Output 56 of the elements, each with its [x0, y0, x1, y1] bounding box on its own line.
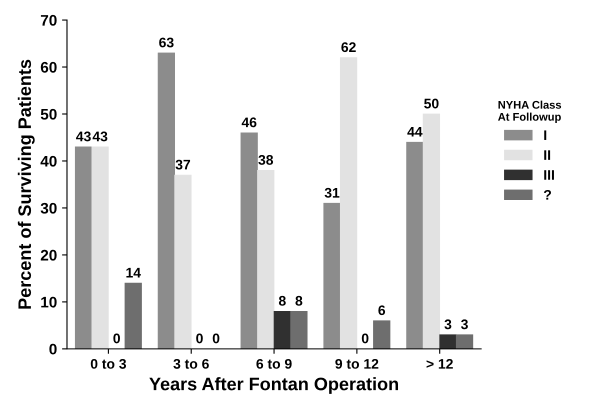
- x-axis-title: Years After Fontan Operation: [149, 377, 398, 394]
- legend-label: ?: [544, 190, 551, 200]
- data-label: 0: [113, 334, 120, 344]
- y-tick-label: 60: [40, 62, 57, 73]
- data-label: 62: [341, 42, 356, 52]
- data-label: 0: [212, 334, 220, 344]
- bar: [74, 146, 92, 349]
- legend-label: II: [544, 150, 550, 160]
- bar: [91, 146, 109, 349]
- x-tick-label: > 12: [426, 358, 453, 369]
- bar: [158, 52, 176, 349]
- data-label: 43: [92, 132, 108, 142]
- data-label: 44: [407, 126, 422, 137]
- data-label: 8: [295, 296, 302, 306]
- data-label: 37: [176, 160, 190, 170]
- y-axis-title: Percent of Surviving Patients: [18, 60, 35, 309]
- bar: [323, 202, 341, 349]
- y-tick-label: 50: [40, 108, 57, 120]
- bar: [373, 320, 390, 349]
- legend-title: NYHA Class At Followup: [498, 100, 562, 123]
- data-label: 3: [461, 319, 468, 330]
- x-tick-label: 6 to 9: [256, 358, 292, 369]
- data-label: 46: [242, 117, 256, 128]
- bar: [274, 310, 291, 349]
- bar: [456, 334, 474, 349]
- bar: [422, 114, 440, 349]
- bar: [439, 334, 457, 349]
- data-label: 14: [126, 268, 141, 278]
- bar: [406, 142, 424, 349]
- x-tick-label: 3 to 6: [173, 358, 209, 369]
- y-tick-label: 40: [40, 156, 57, 167]
- data-label: 50: [424, 98, 439, 108]
- y-tick-label: 30: [40, 202, 57, 214]
- data-label: 8: [278, 296, 286, 306]
- bar: [290, 310, 308, 349]
- x-tick-label: 0 to 3: [90, 358, 126, 369]
- bar: [340, 57, 358, 349]
- data-label: 0: [362, 334, 368, 344]
- legend-label: I: [544, 130, 546, 140]
- bar: [240, 132, 258, 349]
- x-tick-label: 9 to 12: [335, 358, 378, 369]
- data-label: 31: [324, 188, 340, 198]
- data-label: 63: [159, 38, 174, 48]
- bar: [174, 174, 192, 349]
- bar: [124, 282, 142, 349]
- data-label: 43: [76, 132, 91, 142]
- bar: [257, 170, 274, 349]
- data-label: 3: [444, 319, 452, 330]
- y-tick-label: 20: [40, 250, 57, 261]
- y-tick-label: 10: [41, 296, 57, 308]
- data-label: 38: [258, 155, 274, 165]
- data-label: 0: [196, 334, 203, 344]
- legend-label: III: [544, 170, 554, 180]
- y-tick-label: 70: [40, 14, 57, 26]
- y-tick-label: 0: [49, 344, 57, 355]
- data-label: 6: [378, 305, 386, 316]
